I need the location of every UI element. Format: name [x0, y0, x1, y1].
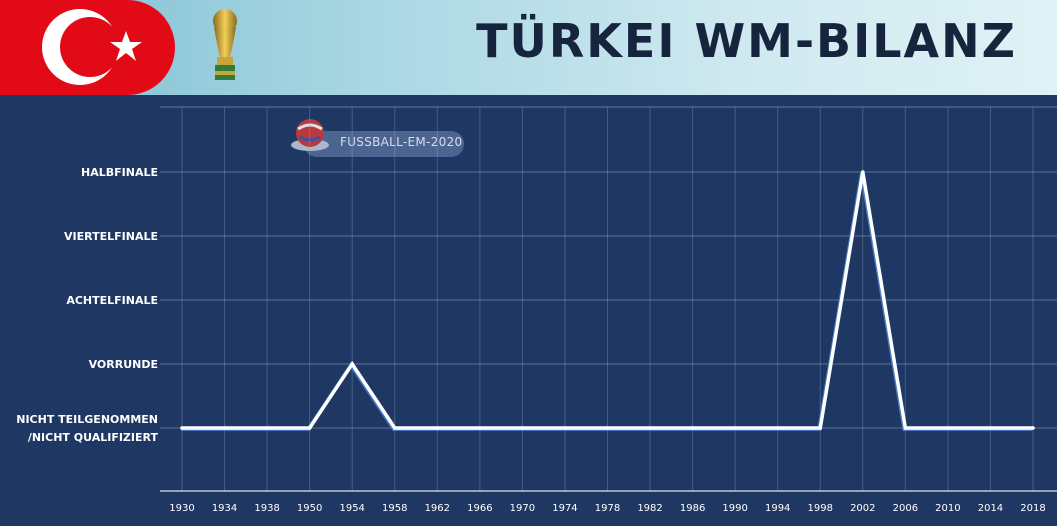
data-point — [818, 426, 823, 430]
x-tick-label: 1934 — [212, 503, 237, 514]
x-tick-label: 1998 — [808, 503, 833, 514]
x-tick-label: 1974 — [552, 503, 577, 514]
data-point — [180, 426, 184, 430]
data-point — [605, 426, 610, 430]
x-tick-label: 1958 — [382, 503, 407, 514]
data-point — [775, 426, 780, 430]
chart-area: NICHT TEILGENOMMEN/NICHT QUALIFIZIERT VOR… — [16, 106, 1057, 514]
data-point — [1031, 426, 1035, 430]
data-point — [478, 426, 482, 430]
x-tick-label: 1970 — [510, 503, 535, 514]
data-point — [435, 426, 440, 430]
data-point — [520, 426, 525, 430]
watermark-logo: FUSSBALL-EM-2020 — [280, 117, 465, 162]
watermark-text: FUSSBALL-EM-2020 — [340, 135, 463, 149]
y-tick-label-line: VORRUNDE — [89, 358, 158, 371]
data-point — [563, 426, 567, 430]
x-tick-label: 1990 — [722, 503, 747, 514]
x-tick-label: 1962 — [425, 503, 450, 514]
x-tick-label: 2010 — [935, 503, 960, 514]
football-logo-icon — [291, 119, 329, 151]
y-tick-label: NICHT TEILGENOMMEN/NICHT QUALIFIZIERT — [16, 413, 158, 444]
data-point — [265, 426, 269, 430]
y-tick-label-line: HALBFINALE — [81, 166, 158, 179]
y-tick-label: ACHTELFINALE — [66, 294, 158, 307]
data-point — [222, 426, 227, 430]
data-point — [903, 426, 908, 430]
y-tick-label: VORRUNDE — [89, 358, 158, 371]
y-tick-label-line: /NICHT QUALIFIZIERT — [28, 431, 159, 444]
turkey-flag-icon — [0, 0, 175, 95]
y-tick-label: HALBFINALE — [81, 166, 158, 179]
y-tick-label-line: VIERTELFINALE — [64, 230, 158, 243]
series-line-shadow — [181, 172, 1032, 431]
x-tick-label: 1982 — [637, 503, 662, 514]
data-point — [988, 426, 993, 430]
x-tick-label: 2002 — [850, 503, 875, 514]
y-tick-label-line: ACHTELFINALE — [66, 294, 158, 307]
data-point — [861, 170, 865, 174]
data-point — [392, 426, 397, 430]
data-point — [350, 362, 355, 366]
x-tick-label: 1966 — [467, 503, 492, 514]
x-tick-label: 1986 — [680, 503, 705, 514]
x-tick-label: 1950 — [297, 503, 322, 514]
x-tick-label: 1938 — [254, 503, 279, 514]
data-point — [733, 426, 737, 430]
x-tick-label: 1954 — [339, 503, 364, 514]
x-tick-label: 2006 — [893, 503, 918, 514]
header-banner: TÜRKEI WM-BILANZ — [0, 0, 1057, 95]
x-tick-label: 2018 — [1020, 503, 1045, 514]
data-point — [690, 426, 695, 430]
watermark-pill — [304, 131, 464, 157]
x-tick-label: 1978 — [595, 503, 620, 514]
x-tick-label: 1994 — [765, 503, 790, 514]
x-tick-label: 1930 — [169, 503, 194, 514]
chart-title: TÜRKEI WM-BILANZ — [476, 14, 1017, 68]
y-tick-label: VIERTELFINALE — [64, 230, 158, 243]
data-point — [946, 426, 950, 430]
y-tick-label-line: NICHT TEILGENOMMEN — [16, 413, 158, 426]
data-point — [307, 426, 312, 430]
data-point — [648, 426, 652, 430]
world-cup-trophy-icon — [205, 5, 245, 85]
x-tick-label: 2014 — [978, 503, 1003, 514]
